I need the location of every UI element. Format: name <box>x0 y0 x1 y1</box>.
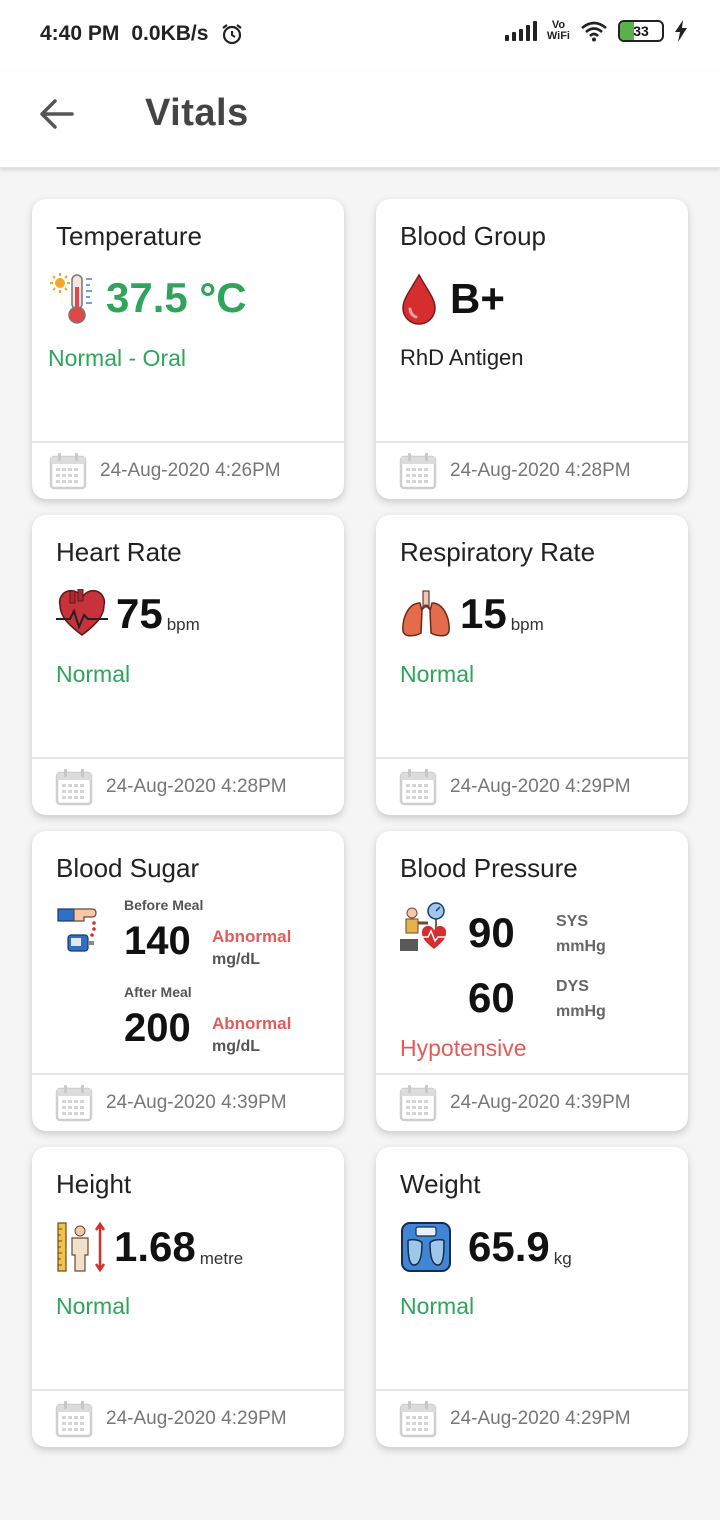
blood-pressure-status: Hypotensive <box>400 1035 527 1061</box>
after-meal-label: After Meal <box>124 984 192 1000</box>
card-footer: 24-Aug-2020 4:29PM <box>32 1389 344 1447</box>
blood-pressure-card[interactable]: Blood Pressure 90 SYS mmHg 60 DYS mmHg H… <box>376 831 688 1131</box>
calendar-icon <box>398 767 438 807</box>
blood-sugar-card[interactable]: Blood Sugar Before Meal 140 Abnormal mg/… <box>32 831 344 1131</box>
card-title: Blood Pressure <box>400 853 578 883</box>
calendar-icon <box>54 767 94 807</box>
calendar-icon <box>398 451 438 491</box>
systolic-unit: mmHg <box>556 938 606 955</box>
temperature-value: 37.5 °C <box>106 274 247 321</box>
card-title: Heart Rate <box>56 537 182 567</box>
card-title: Temperature <box>56 221 202 251</box>
systolic-value: 90 <box>468 909 515 956</box>
network-speed: 0.0KB/s <box>131 22 209 45</box>
calendar-icon <box>48 451 88 491</box>
before-meal-status: Abnormal <box>212 927 292 946</box>
card-footer: 24-Aug-2020 4:29PM <box>376 757 688 815</box>
blood-group-status: RhD Antigen <box>400 345 524 370</box>
card-footer: 24-Aug-2020 4:26PM <box>32 441 344 499</box>
heart-rate-value: 75 <box>116 590 163 637</box>
height-unit: metre <box>199 1249 244 1268</box>
card-footer: 24-Aug-2020 4:28PM <box>376 441 688 499</box>
calendar-icon <box>398 1399 438 1439</box>
app-bar: Vitals <box>0 72 720 168</box>
status-bar: 4:40 PM 0.0KB/s Vo WiFi 33 <box>0 0 720 72</box>
respiratory-rate-value: 15 <box>460 590 507 637</box>
diastolic-unit: mmHg <box>556 1003 606 1020</box>
card-footer: 24-Aug-2020 4:29PM <box>376 1389 688 1447</box>
card-title: Height <box>56 1169 132 1199</box>
after-meal-unit: mg/dL <box>212 1038 260 1055</box>
calendar-icon <box>398 1083 438 1123</box>
weight-value: 65.9 <box>468 1223 550 1270</box>
temperature-status: Normal - Oral <box>48 345 187 371</box>
card-title: Weight <box>400 1169 481 1199</box>
card-footer: 24-Aug-2020 4:39PM <box>32 1073 344 1131</box>
vowifi-icon: Vo WiFi <box>547 20 570 42</box>
recorded-date: 24-Aug-2020 4:28PM <box>106 776 287 797</box>
card-title: Blood Group <box>400 221 546 251</box>
calendar-icon <box>54 1083 94 1123</box>
arrow-left-icon <box>40 99 74 129</box>
recorded-date: 24-Aug-2020 4:39PM <box>450 1092 631 1113</box>
glucometer-icon <box>57 908 97 952</box>
card-title: Respiratory Rate <box>400 537 596 567</box>
after-meal-status: Abnormal <box>212 1014 292 1033</box>
recorded-date: 24-Aug-2020 4:39PM <box>106 1092 287 1113</box>
before-meal-unit: mg/dL <box>212 951 260 968</box>
respiratory-rate-status: Normal <box>400 661 475 687</box>
diastolic-value: 60 <box>468 974 515 1021</box>
status-time: 4:40 PM <box>40 22 120 45</box>
before-meal-value: 140 <box>124 919 191 963</box>
back-button[interactable] <box>34 92 78 136</box>
recorded-date: 24-Aug-2020 4:26PM <box>100 460 281 481</box>
wifi-icon <box>581 21 607 42</box>
heart-icon <box>56 589 108 636</box>
alarm-icon <box>222 24 243 45</box>
vowifi-bottom: WiFi <box>546 30 570 42</box>
weight-status: Normal <box>400 1293 475 1319</box>
respiratory-rate-unit: bpm <box>510 615 544 634</box>
recorded-date: 24-Aug-2020 4:28PM <box>450 460 631 481</box>
calendar-icon <box>54 1399 94 1439</box>
blood-group-card[interactable]: Blood Group B+ RhD Antigen 24-Aug-2020 4… <box>376 199 688 499</box>
after-meal-value: 200 <box>124 1006 191 1050</box>
blood-group-value: B+ <box>450 275 505 322</box>
card-footer: 24-Aug-2020 4:39PM <box>376 1073 688 1131</box>
diastolic-label: DYS <box>556 978 589 995</box>
before-meal-label: Before Meal <box>124 897 204 913</box>
recorded-date: 24-Aug-2020 4:29PM <box>106 1408 287 1429</box>
lightning-icon <box>675 20 687 42</box>
heart-rate-unit: bpm <box>166 615 200 634</box>
lungs-icon <box>402 590 450 637</box>
battery-indicator: 33 <box>618 20 664 42</box>
recorded-date: 24-Aug-2020 4:29PM <box>450 776 631 797</box>
blood-drop-icon <box>402 273 436 325</box>
weight-card[interactable]: Weight 65.9 kg Normal 24-Aug-2020 4:29PM <box>376 1147 688 1447</box>
card-footer: 24-Aug-2020 4:28PM <box>32 757 344 815</box>
systolic-label: SYS <box>556 913 589 930</box>
battery-level: 33 <box>633 23 649 39</box>
thermometer-icon <box>50 273 92 324</box>
respiratory-rate-card[interactable]: Respiratory Rate 15 bpm Normal 24-Aug-20… <box>376 515 688 815</box>
blood-pressure-icon <box>400 902 450 951</box>
height-value: 1.68 <box>114 1223 196 1270</box>
signal-bars-icon <box>504 21 537 41</box>
height-ruler-icon <box>57 1221 106 1273</box>
heart-rate-status: Normal <box>56 661 131 687</box>
recorded-date: 24-Aug-2020 4:29PM <box>450 1408 631 1429</box>
page-title: Vitals <box>145 92 249 134</box>
height-status: Normal <box>56 1293 131 1319</box>
weighing-scale-icon <box>401 1222 451 1272</box>
vowifi-top: Vo <box>551 19 566 31</box>
weight-unit: kg <box>553 1249 572 1268</box>
temperature-card[interactable]: Temperature 37.5 °C Normal - Oral 24-Aug… <box>32 199 344 499</box>
card-title: Blood Sugar <box>56 853 200 883</box>
heart-rate-card[interactable]: Heart Rate 75 bpm Normal 24-Aug-2020 4:2… <box>32 515 344 815</box>
height-card[interactable]: Height 1.68 metre Normal 24-Aug-2020 4:2… <box>32 1147 344 1447</box>
